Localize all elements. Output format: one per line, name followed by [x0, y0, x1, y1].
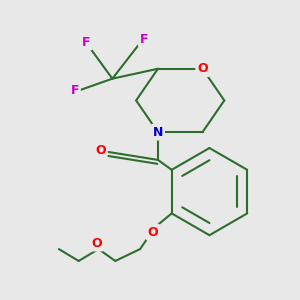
Text: F: F — [140, 32, 148, 46]
Text: O: O — [148, 226, 158, 239]
Text: N: N — [153, 126, 163, 139]
Text: O: O — [197, 62, 208, 75]
Text: F: F — [82, 35, 91, 49]
Text: O: O — [91, 237, 102, 250]
Text: O: O — [95, 143, 106, 157]
Text: F: F — [70, 84, 79, 97]
